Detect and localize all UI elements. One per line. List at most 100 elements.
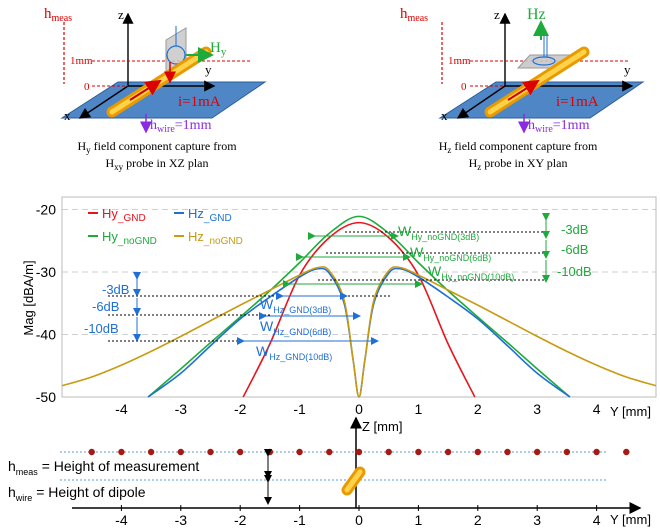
tick-0: 0 [84, 81, 90, 93]
bottom-x-tick-label: 2 [474, 512, 482, 528]
y-axis-label: y [624, 62, 631, 77]
h-wire-label: hwire=1mm [528, 118, 590, 135]
x-axis-label: x [441, 108, 448, 123]
measurement-point [474, 448, 481, 456]
series-line-hz-nognd [61, 266, 657, 398]
hz-label: Hz [527, 6, 546, 23]
x-axis-title: Y [mm] [610, 404, 651, 419]
x-tick-label: 3 [533, 401, 541, 417]
x-tick-label: -3 [175, 401, 188, 417]
measurement-point [207, 448, 214, 456]
measurement-point [385, 448, 392, 456]
left-caption-line2: Hxy probe in XZ plan [106, 156, 209, 172]
measurement-point [118, 448, 125, 456]
x-tick-label: -4 [115, 401, 128, 417]
dipole-icon [341, 466, 366, 496]
measurement-point [296, 448, 303, 456]
w-hz-10db-label: WHz_GND(10dB) [256, 343, 332, 362]
x-axis [456, 85, 506, 119]
ground-plane [60, 81, 267, 119]
svg-text:Hy_noGND: Hy_noGND [102, 229, 157, 247]
bottom-x-tick-label: -4 [115, 512, 128, 528]
y-tick-label: -20 [36, 202, 56, 218]
right-10db-label: -10dB [557, 264, 592, 279]
series-line-hy-gnd [242, 221, 476, 398]
right-3db-label: -3dB [561, 222, 588, 237]
y-tick-label: -50 [36, 389, 56, 405]
measurement-point [355, 448, 363, 456]
bottom-x-tick-label: 1 [415, 512, 423, 528]
h-wire-legend: hwire = Height of dipole [8, 484, 146, 503]
legend-item-hz-gnd: Hz_GND [174, 206, 232, 224]
h-wire-label: hwire=1mm [150, 118, 212, 135]
x-tick-label: 4 [593, 401, 601, 417]
bottom-x-ticks: -4 -3 -2 -1 0 1 2 3 4 [115, 505, 601, 528]
legend: Hy_GND Hz_GND Hy_noGND Hz_noGND [88, 206, 243, 247]
x-tick-label: 1 [415, 401, 423, 417]
x-tick-label: -2 [234, 401, 247, 417]
measurement-point [444, 448, 452, 456]
tick-0: 0 [461, 81, 467, 93]
left-3db-label: -3dB [102, 282, 129, 297]
y-axis-title: Mag [dBA/m] [21, 260, 36, 335]
y-tick-label: -40 [36, 327, 56, 343]
left-setup-panel: z y x hmeas 1mm 0 Hy i=1mA hwire=1mm Hy … [44, 6, 267, 172]
z-axis-label: z [118, 7, 124, 22]
right-caption-line1: Hz field component capture from [439, 139, 598, 155]
bottom-x-tick-label: 4 [593, 512, 601, 528]
z-axis-label: Z [mm] [362, 419, 402, 434]
left-10db-label: -10dB [84, 321, 119, 336]
h-meas-label: hmeas [44, 6, 72, 24]
legend-item-hy-nognd: Hy_noGND [88, 229, 157, 247]
hz-gnd-width-annotations: WHz_GND(3dB) WHz_GND(6dB) WHz_GND(10dB) … [84, 272, 392, 362]
x-tick-label: 0 [355, 401, 363, 417]
x-tick-label: -1 [293, 401, 306, 417]
y-tick-label: -30 [36, 264, 56, 280]
h-meas-label: hmeas [400, 6, 428, 24]
tick-1mm: 1mm [448, 55, 471, 67]
grid [62, 209, 656, 335]
bottom-x-tick-label: 3 [533, 512, 541, 528]
measurement-point [266, 448, 274, 456]
x-ticks: -4 -3 -2 -1 0 1 2 3 4 [115, 401, 601, 417]
x-axis [78, 85, 129, 119]
measurement-point [326, 448, 333, 456]
right-6db-label: -6dB [561, 242, 588, 257]
w-hz-6db-label: WHz_GND(6dB) [260, 318, 331, 337]
measurement-point [504, 448, 511, 456]
svg-text:Hz_noGND: Hz_noGND [188, 229, 243, 247]
svg-text:Hz_GND: Hz_GND [188, 206, 232, 224]
current-arrow [507, 79, 540, 101]
left-caption-line1: Hy field component capture from [77, 139, 237, 155]
y-axis-label: y [205, 62, 212, 77]
measurement-point [88, 448, 95, 456]
bottom-x-tick-label: 0 [355, 512, 363, 528]
measurement-point [623, 448, 630, 456]
measurement-point [237, 448, 244, 456]
measurement-point [563, 448, 571, 456]
left-6db-label: -6dB [92, 299, 119, 314]
w-hy-3db-label: WHy_noGND(3dB) [398, 223, 479, 242]
bottom-x-axis-title: Y [mm] [610, 512, 651, 527]
bottom-x-tick-label: -3 [175, 512, 188, 528]
h-meas-legend: hmeas = Height of measurement [8, 458, 199, 477]
series-line-hz-gnd [147, 267, 571, 398]
y-ticks: -20 -30 -40 -50 [36, 202, 56, 406]
w-hy-6db-label: WHy_noGND(6dB) [410, 244, 491, 263]
mag-chart: -20 -30 -40 -50 -4 -3 -2 -1 0 1 2 3 4 Mag [dBA/m] Y… [21, 196, 657, 419]
hy-nognd-width-annotations: WHy_noGND(3dB) WHy_noGND(6dB) WHy_noGND(… [283, 213, 592, 288]
svg-text:Hy_GND: Hy_GND [102, 206, 146, 224]
bottom-diagram: Z [mm] -4 -3 -2 -1 0 1 2 3 4 Y [mm] hmeas = Heig… [8, 416, 651, 528]
legend-item-hz-nognd: Hz_noGND [174, 229, 243, 247]
current-arrow [129, 79, 162, 101]
right-caption-line2: Hz probe in XY plan [469, 156, 568, 172]
ground-plane [438, 81, 645, 119]
w-hy-10db-label: WHy_noGND(10dB) [428, 263, 514, 282]
measurement-point [177, 448, 184, 456]
current-label: i=1mA [178, 94, 221, 110]
series-layer [61, 215, 657, 398]
bottom-x-tick-label: -1 [293, 512, 306, 528]
measurement-point [593, 448, 600, 456]
